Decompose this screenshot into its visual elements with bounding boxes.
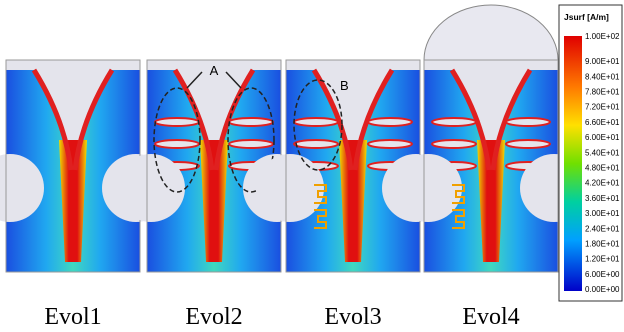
colorbar-tick-label: 4.20E+01 (585, 179, 620, 188)
slot-left (155, 118, 199, 126)
panel-label: Evol3 (324, 304, 381, 330)
dome (424, 5, 558, 60)
top-gap (286, 60, 420, 70)
colorbar-tick-label: 1.00E+02 (585, 32, 620, 41)
colorbar-tick-label: 9.00E+01 (585, 57, 620, 66)
colorbar-tick-label: 1.80E+01 (585, 240, 620, 249)
colorbar-tick-label: 2.40E+01 (585, 224, 620, 233)
colorbar-tick-label: 4.80E+01 (585, 164, 620, 173)
slot-right (506, 140, 550, 148)
top-gap (424, 60, 558, 70)
panel-label: Evol1 (44, 304, 101, 330)
figure: Evol1 Evol2 A Evol3 B Evol4 Jsurf [A/m] 1.00E… (0, 0, 624, 332)
colorbar-tick-label: 6.00E+00 (585, 270, 620, 279)
colorbar-tick-label: 0.00E+00 (585, 285, 620, 294)
colorbar-tick-label: 5.40E+01 (585, 148, 620, 157)
slot-left (432, 118, 476, 126)
cutout-left (256, 154, 324, 222)
annotation-label: B (340, 78, 349, 93)
slot-left (432, 140, 476, 148)
slot-right (368, 118, 412, 126)
cutout-left (394, 154, 462, 222)
annotation-label: A (210, 63, 219, 78)
top-gap (6, 60, 140, 70)
panel-label: Evol4 (462, 304, 519, 330)
slot-right (229, 118, 273, 126)
colorbar-tick-label: 8.40E+01 (585, 72, 620, 81)
colorbar-tick-label: 6.00E+01 (585, 133, 620, 142)
colorbar-tick-label: 3.00E+01 (585, 209, 620, 218)
slot-right (368, 140, 412, 148)
colorbar-tick-label: 1.20E+01 (585, 255, 620, 264)
cutout-left (117, 154, 185, 222)
slot-left (155, 140, 199, 148)
panels: Evol1 Evol2 A Evol3 B Evol4 (0, 5, 588, 330)
colorbar-tick-label: 3.60E+01 (585, 194, 620, 203)
colorbar-tick-label: 7.20E+01 (585, 103, 620, 112)
slot-right (506, 118, 550, 126)
panel-label: Evol2 (185, 304, 242, 330)
colorbar-title: Jsurf [A/m] (564, 12, 609, 22)
colorbar-tick-label: 7.80E+01 (585, 88, 620, 97)
slot-left (294, 118, 338, 126)
colorbar-scale (564, 36, 582, 291)
slot-left (294, 140, 338, 148)
colorbar: Jsurf [A/m] 1.00E+02 9.00E+01 8.40E+01 7.80… (559, 5, 622, 301)
slot-right (229, 140, 273, 148)
colorbar-tick-label: 6.60E+01 (585, 118, 620, 127)
